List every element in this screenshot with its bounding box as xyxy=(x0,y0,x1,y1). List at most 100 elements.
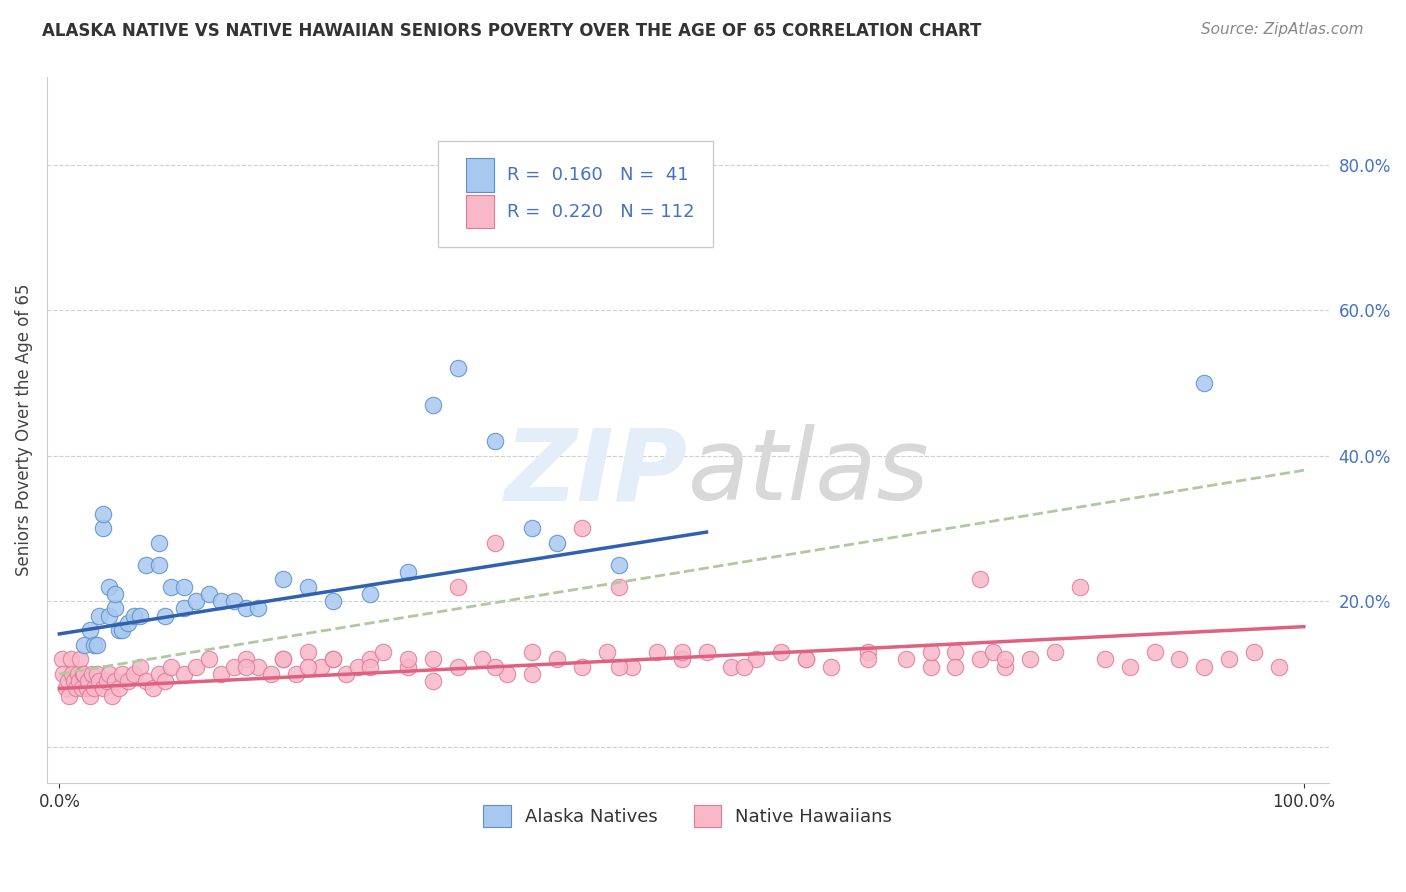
Point xyxy=(173,601,195,615)
Point xyxy=(197,652,219,666)
Point xyxy=(222,659,245,673)
Point xyxy=(86,667,108,681)
Point xyxy=(546,536,568,550)
Text: atlas: atlas xyxy=(688,424,929,521)
Point xyxy=(104,587,127,601)
Point xyxy=(359,652,381,666)
Point xyxy=(471,652,494,666)
Point xyxy=(209,667,232,681)
Point xyxy=(273,652,295,666)
Point xyxy=(110,624,132,638)
Point xyxy=(89,608,111,623)
Point xyxy=(945,659,967,673)
Bar xyxy=(465,158,495,192)
Point xyxy=(148,667,170,681)
Point xyxy=(396,659,419,673)
Point xyxy=(1194,376,1216,390)
Point xyxy=(235,652,257,666)
Point xyxy=(77,674,100,689)
Point xyxy=(83,681,105,696)
Point xyxy=(359,587,381,601)
Point xyxy=(129,608,152,623)
Point xyxy=(422,652,444,666)
Point xyxy=(260,667,283,681)
Point xyxy=(73,667,96,681)
Point xyxy=(396,652,419,666)
Point xyxy=(51,652,73,666)
Point xyxy=(347,659,370,673)
Point xyxy=(322,652,344,666)
Point xyxy=(745,652,768,666)
Point xyxy=(969,573,991,587)
Point xyxy=(86,638,108,652)
Point xyxy=(446,580,468,594)
Point xyxy=(104,674,127,689)
Point xyxy=(522,521,544,535)
Point xyxy=(73,638,96,652)
Point xyxy=(820,659,842,673)
Point xyxy=(1218,652,1240,666)
Point xyxy=(794,652,817,666)
Point xyxy=(273,652,295,666)
Point xyxy=(720,659,742,673)
Point xyxy=(108,624,131,638)
Point xyxy=(1069,580,1091,594)
Point xyxy=(60,667,83,681)
Point xyxy=(1019,652,1042,666)
Point xyxy=(484,659,506,673)
Point xyxy=(197,587,219,601)
Legend: Alaska Natives, Native Hawaiians: Alaska Natives, Native Hawaiians xyxy=(477,797,900,834)
Point xyxy=(297,659,319,673)
Point xyxy=(66,667,89,681)
Point xyxy=(100,689,122,703)
Point xyxy=(1143,645,1166,659)
Point xyxy=(484,536,506,550)
Point xyxy=(522,645,544,659)
Y-axis label: Seniors Poverty Over the Age of 65: Seniors Poverty Over the Age of 65 xyxy=(15,284,32,576)
Point xyxy=(98,608,121,623)
Point xyxy=(695,645,717,659)
Point xyxy=(920,645,942,659)
Point xyxy=(67,674,90,689)
Point xyxy=(1194,659,1216,673)
Point xyxy=(117,674,139,689)
Point xyxy=(522,667,544,681)
Point xyxy=(571,659,593,673)
Point xyxy=(969,652,991,666)
Point xyxy=(160,659,183,673)
Point xyxy=(322,652,344,666)
Point xyxy=(79,624,101,638)
Point xyxy=(110,667,132,681)
Point xyxy=(98,580,121,594)
Point xyxy=(83,638,105,652)
FancyBboxPatch shape xyxy=(437,141,713,247)
Point xyxy=(153,608,176,623)
Point xyxy=(981,645,1004,659)
Point xyxy=(104,601,127,615)
Text: Source: ZipAtlas.com: Source: ZipAtlas.com xyxy=(1201,22,1364,37)
Point xyxy=(72,667,94,681)
Point xyxy=(994,659,1017,673)
Point xyxy=(135,674,157,689)
Point xyxy=(671,652,693,666)
Point xyxy=(484,434,506,449)
Point xyxy=(496,667,519,681)
Point xyxy=(235,601,257,615)
Point xyxy=(55,681,77,696)
Point xyxy=(858,645,880,659)
Point xyxy=(770,645,793,659)
Point xyxy=(148,558,170,572)
Point xyxy=(135,558,157,572)
Text: R =  0.220   N = 112: R = 0.220 N = 112 xyxy=(508,202,695,220)
Point xyxy=(645,645,668,659)
Bar xyxy=(465,194,495,228)
Point xyxy=(91,681,114,696)
Point xyxy=(422,674,444,689)
Point xyxy=(148,536,170,550)
Point xyxy=(63,674,86,689)
Point xyxy=(1168,652,1191,666)
Point xyxy=(186,594,208,608)
Point xyxy=(446,361,468,376)
Point xyxy=(98,667,121,681)
Point xyxy=(247,601,270,615)
